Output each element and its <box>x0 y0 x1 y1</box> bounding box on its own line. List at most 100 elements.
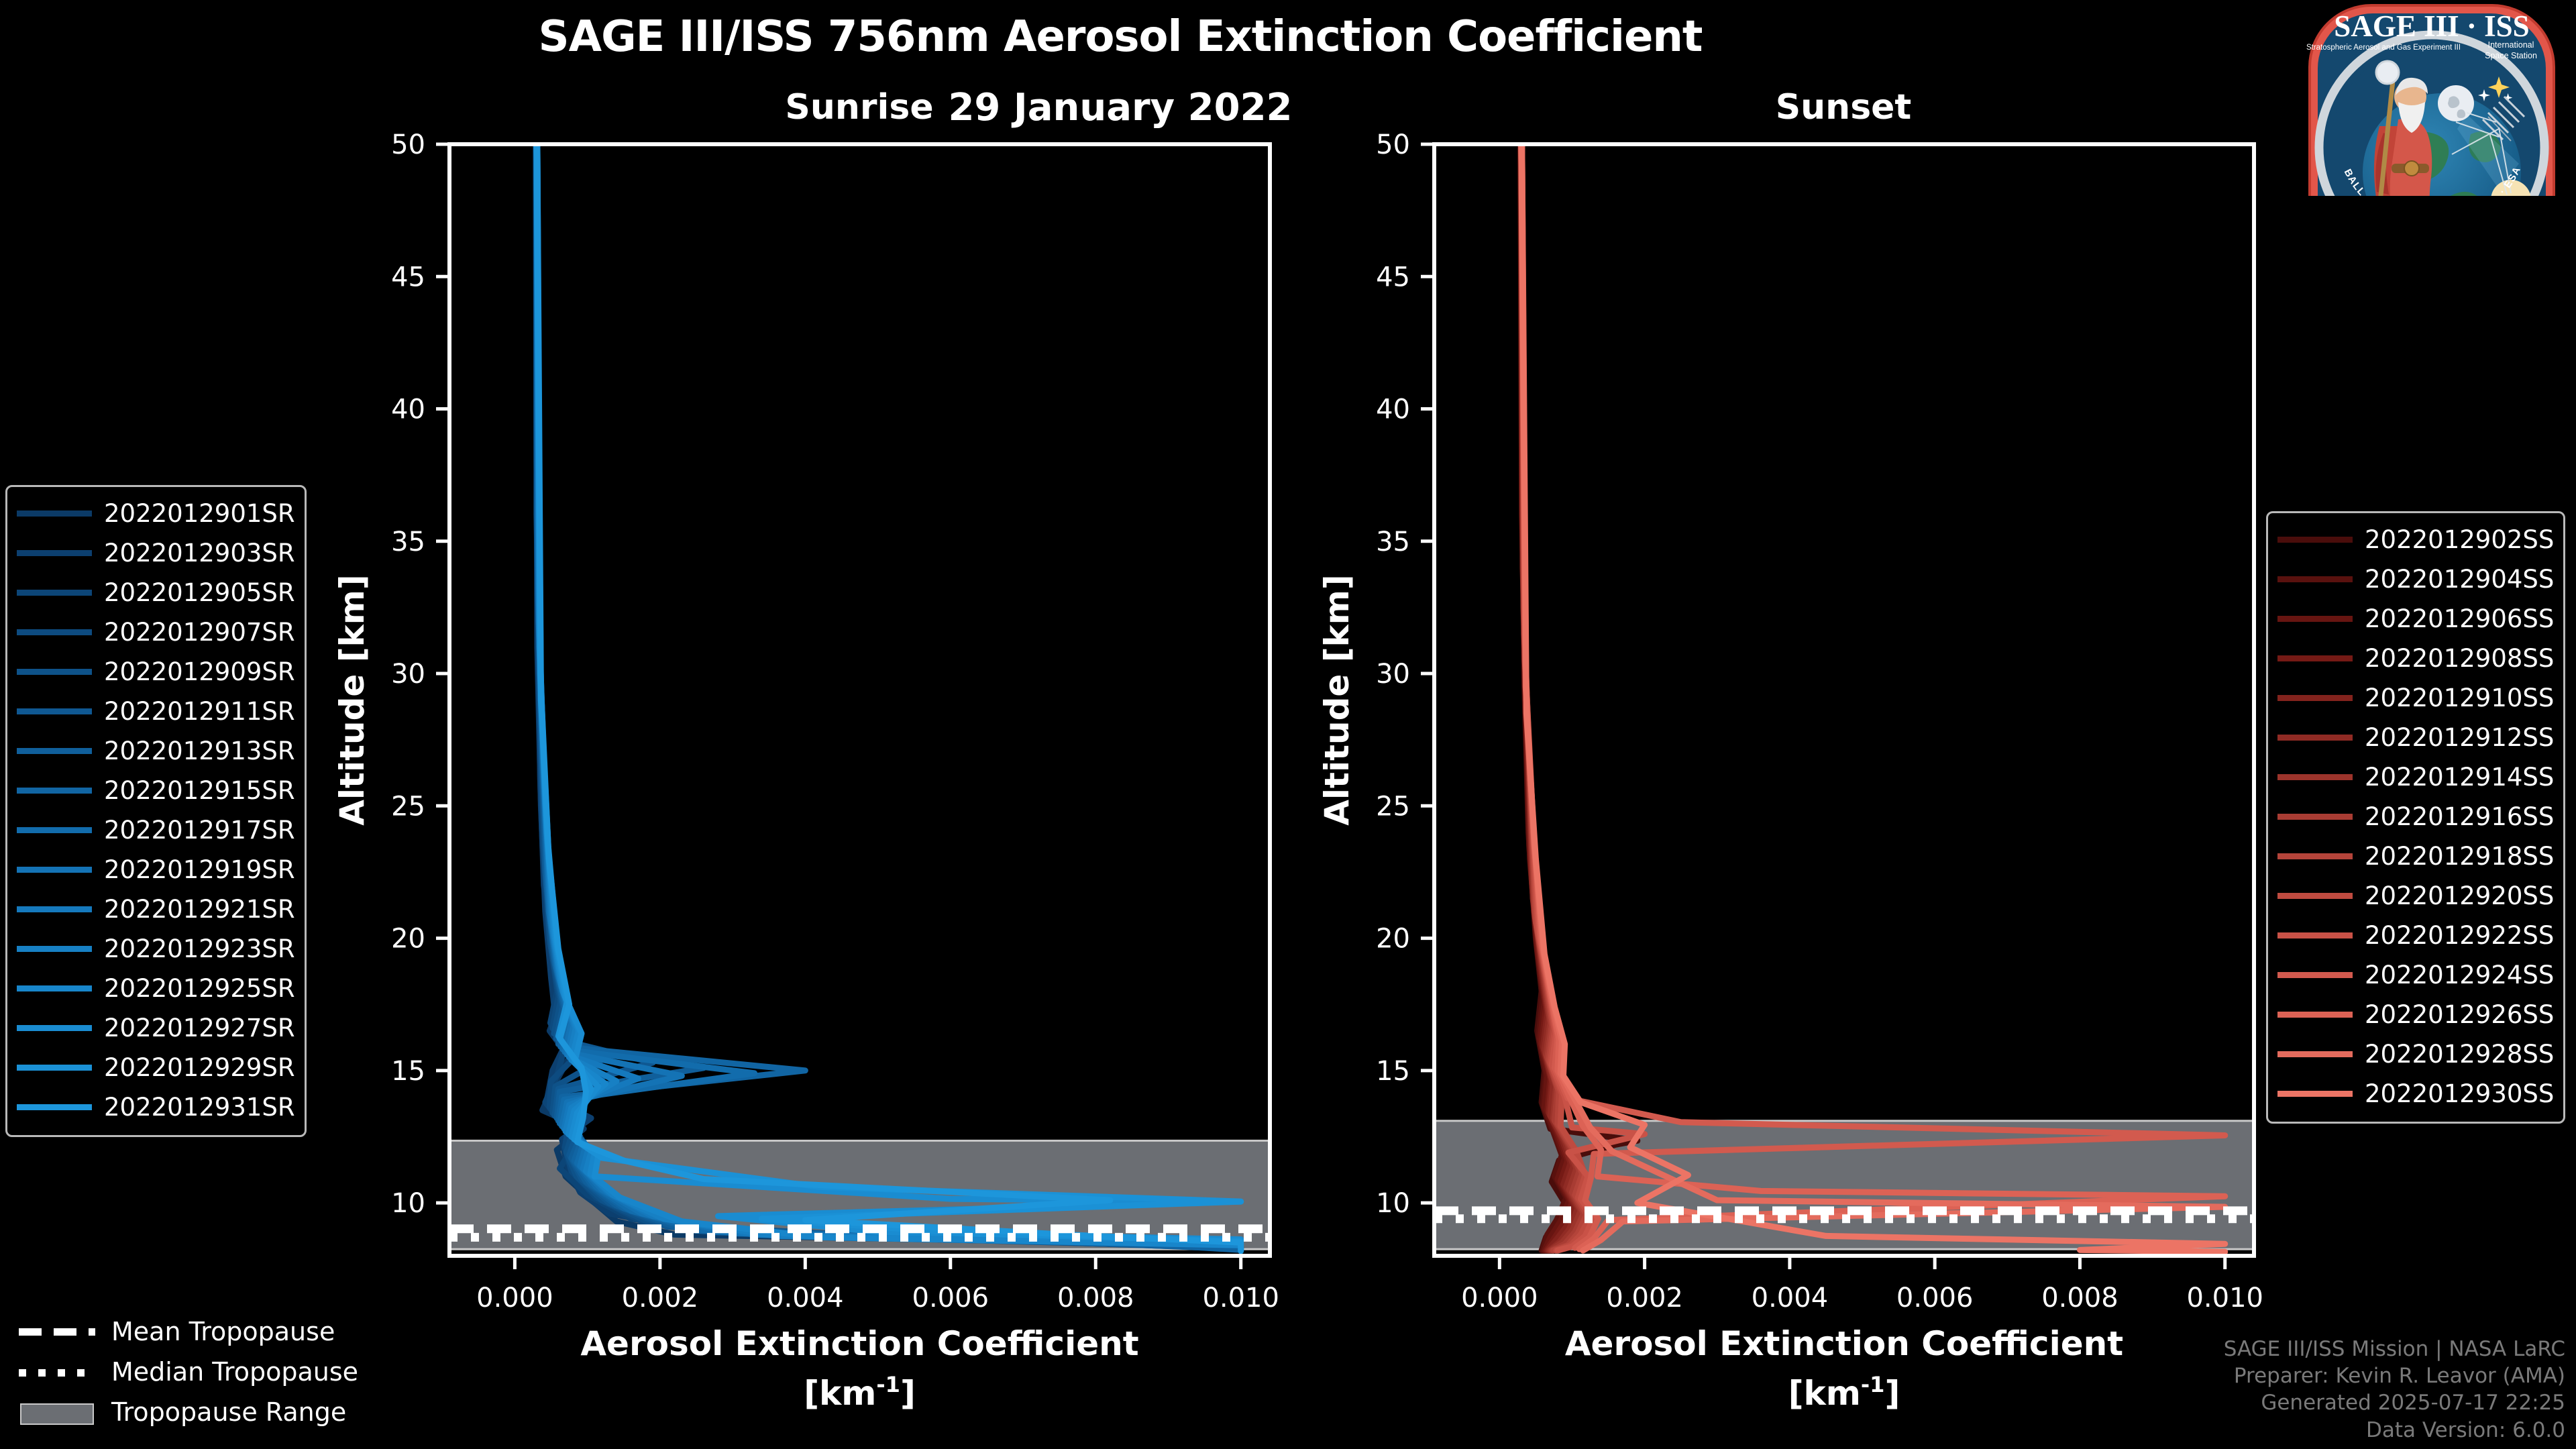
legend-color-swatch <box>2277 1091 2353 1097</box>
x-tick-label: 0.002 <box>1606 1283 1683 1313</box>
legend-item-label: 2022012912SS <box>2365 723 2555 752</box>
legend-item[interactable]: 2022012930SS <box>2277 1074 2554 1114</box>
profile-line <box>1518 144 2229 1252</box>
legend-item-label: 2022012914SS <box>2365 763 2555 792</box>
legend-color-swatch <box>17 1104 92 1110</box>
y-axis-title: Altitude [km] <box>333 574 372 826</box>
logo-title: SAGE III · ISS <box>2334 9 2529 43</box>
legend-item[interactable]: 2022012923SR <box>17 929 295 969</box>
legend-color-swatch <box>17 946 92 952</box>
x-tick-label: 0.000 <box>476 1283 553 1313</box>
x-axis-units: [km-1] <box>1788 1372 1900 1413</box>
profile-line <box>1518 144 1648 1254</box>
legend-item[interactable]: 2022012905SR <box>17 573 295 612</box>
legend-item[interactable]: 2022012907SR <box>17 612 295 652</box>
tropopause-legend-item: Median Tropopause <box>19 1352 358 1392</box>
y-tick-label: 35 <box>1376 527 1410 557</box>
legend-item[interactable]: 2022012912SS <box>2277 718 2554 757</box>
profile-line <box>1518 144 2229 1255</box>
profile-line <box>1519 144 2229 1251</box>
legend-item[interactable]: 2022012902SS <box>2277 520 2554 559</box>
legend-item-label: 2022012901SR <box>104 499 295 528</box>
legend-item-label: 2022012905SR <box>104 578 295 607</box>
tropopause-legend-item: Tropopause Range <box>19 1392 358 1432</box>
x-tick-label: 0.004 <box>767 1283 844 1313</box>
x-tick-label: 0.000 <box>1461 1283 1538 1313</box>
legend-item[interactable]: 2022012927SR <box>17 1008 295 1048</box>
legend-item[interactable]: 2022012921SR <box>17 890 295 929</box>
plot-frame <box>1432 142 2256 1258</box>
legend-item[interactable]: 2022012916SS <box>2277 797 2554 837</box>
legend-item[interactable]: 2022012931SR <box>17 1087 295 1127</box>
credits-line: Data Version: 6.0.0 <box>2365 1417 2565 1442</box>
legend-item[interactable]: 2022012914SS <box>2277 757 2554 797</box>
x-tick-label: 0.008 <box>1057 1283 1134 1313</box>
profile-line <box>533 144 1244 1254</box>
legend-item[interactable]: 2022012917SR <box>17 810 295 850</box>
legend-item[interactable]: 2022012924SS <box>2277 955 2554 995</box>
y-tick-label: 50 <box>391 129 425 160</box>
legend-item[interactable]: 2022012920SS <box>2277 876 2554 916</box>
logo-subtitle-right-1: International <box>2488 40 2534 50</box>
legend-item-label: 2022012918SS <box>2365 842 2555 871</box>
plot-panel-sunrise: 10 15 20 25 30 35 40 45 50 0.000 0.002 0.004 0.006 0.… <box>333 129 1279 1413</box>
legend-item-label: 2022012930SS <box>2365 1079 2555 1108</box>
y-tick-label: 30 <box>391 659 425 690</box>
legend-item-label: 2022012910SS <box>2365 684 2555 712</box>
legend-item[interactable]: 2022012918SS <box>2277 837 2554 876</box>
legend-item[interactable]: 2022012903SR <box>17 533 295 573</box>
legend-color-swatch <box>2277 932 2353 938</box>
legend-item[interactable]: 2022012908SS <box>2277 639 2554 678</box>
legend-color-swatch <box>17 511 92 517</box>
legend-item[interactable]: 2022012928SS <box>2277 1034 2554 1074</box>
legend-color-swatch <box>2277 735 2353 741</box>
legend-item-label: 2022012916SS <box>2365 802 2555 831</box>
legend-item-label: 2022012903SR <box>104 539 295 568</box>
legend-item-label: 2022012917SR <box>104 816 295 845</box>
legend-item[interactable]: 2022012913SR <box>17 731 295 771</box>
legend-color-swatch <box>17 788 92 794</box>
tropopause-legend: Mean Tropopause Median Tropopause Tropopau… <box>19 1311 358 1432</box>
legend-item[interactable]: 2022012911SR <box>17 692 295 731</box>
x-tick-label: 0.008 <box>2041 1283 2118 1313</box>
legend-item[interactable]: 2022012926SS <box>2277 995 2554 1034</box>
legend-item[interactable]: 2022012929SR <box>17 1048 295 1087</box>
legend-item-label: 2022012908SS <box>2365 644 2555 673</box>
x-tick-label: 0.010 <box>2186 1283 2263 1313</box>
legend-color-swatch <box>2277 655 2353 661</box>
legend-color-swatch <box>17 708 92 714</box>
legend-item[interactable]: 2022012919SR <box>17 850 295 890</box>
legend-sunset[interactable]: 2022012902SS 2022012904SS 2022012906SS 2022… <box>2266 511 2566 1124</box>
mean-tropopause-line-key <box>19 1328 95 1336</box>
y-tick-label: 25 <box>391 791 425 822</box>
legend-item-label: 2022012913SR <box>104 737 295 765</box>
legend-item[interactable]: 2022012922SS <box>2277 916 2554 955</box>
legend-item[interactable]: 2022012904SS <box>2277 559 2554 599</box>
profile-line <box>1518 144 1590 1254</box>
tropopause-legend-item: Mean Tropopause <box>19 1311 358 1352</box>
legend-item[interactable]: 2022012906SS <box>2277 599 2554 639</box>
legend-sunrise[interactable]: 2022012901SR 2022012903SR 2022012905SR 2022… <box>5 485 307 1137</box>
tropopause-legend-label: Mean Tropopause <box>111 1317 335 1346</box>
y-tick-label: 45 <box>391 262 425 292</box>
logo-subtitle-right-2: Space Station <box>2485 51 2537 60</box>
legend-item-label: 2022012920SS <box>2365 881 2555 910</box>
tropopause-legend-label: Median Tropopause <box>111 1357 358 1387</box>
legend-item[interactable]: 2022012915SR <box>17 771 295 810</box>
y-tick-label: 50 <box>1376 129 1410 160</box>
logo-subtitle-left: Stratospheric Aerosol and Gas Experiment… <box>2306 44 2461 52</box>
legend-item[interactable]: 2022012910SS <box>2277 678 2554 718</box>
y-tick-label: 10 <box>1376 1188 1410 1219</box>
legend-color-swatch <box>17 590 92 596</box>
legend-item-label: 2022012931SR <box>104 1093 295 1122</box>
legend-item[interactable]: 2022012925SR <box>17 969 295 1008</box>
legend-item[interactable]: 2022012909SR <box>17 652 295 692</box>
legend-color-swatch <box>2277 695 2353 701</box>
legend-item[interactable]: 2022012901SR <box>17 494 295 533</box>
legend-color-swatch <box>17 669 92 675</box>
legend-color-swatch <box>17 550 92 556</box>
x-axis-units: [km-1] <box>804 1372 916 1413</box>
y-tick-label: 35 <box>391 527 425 557</box>
profile-line <box>1519 144 2229 1254</box>
profile-line <box>1519 144 1594 1254</box>
